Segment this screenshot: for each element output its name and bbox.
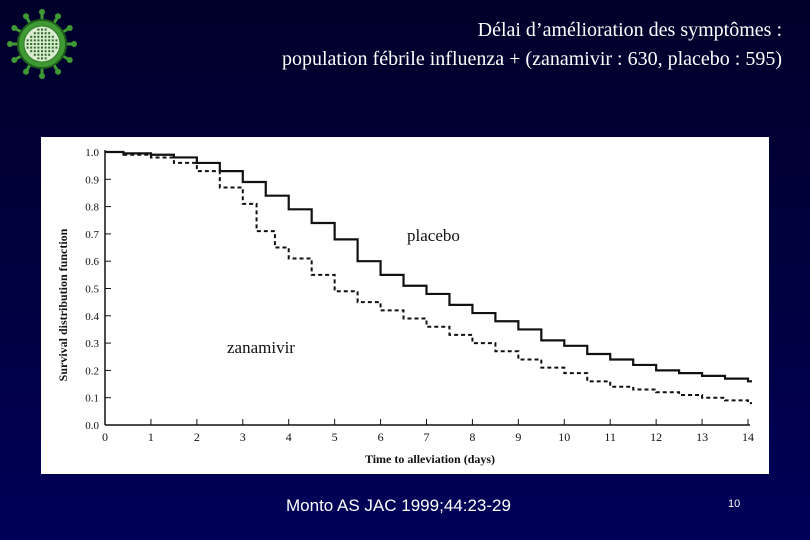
y-axis-label: Survival distribution function xyxy=(56,228,70,381)
virus-icon xyxy=(7,9,77,79)
annotation-placebo: placebo xyxy=(407,226,460,245)
y-tick-label: 0.4 xyxy=(85,311,99,323)
slide-number: 10 xyxy=(728,498,741,510)
y-tick-label: 0.2 xyxy=(85,365,99,377)
series-line-zanamivir xyxy=(105,151,752,405)
x-tick-label: 9 xyxy=(515,430,521,444)
x-tick-label: 14 xyxy=(742,430,754,444)
x-tick-label: 11 xyxy=(604,430,616,444)
x-tick-label: 6 xyxy=(378,430,384,444)
x-axis-label: Time to alleviation (days) xyxy=(365,452,495,466)
x-tick-label: 2 xyxy=(194,430,200,444)
y-tick-label: 1.0 xyxy=(85,147,99,159)
slide-title-line-1: Délai d’amélioration des symptômes : xyxy=(477,19,782,41)
x-tick-label: 4 xyxy=(286,430,292,444)
slide-title: Délai d’amélioration des symptômes : pop… xyxy=(142,16,782,74)
annotation-zanamivir: zanamivir xyxy=(227,338,295,357)
survival-chart-panel: Survival distribution function Time to a… xyxy=(41,137,769,474)
y-tick-label: 0.6 xyxy=(85,256,99,268)
survival-chart: Survival distribution function Time to a… xyxy=(56,147,754,466)
y-tick-label: 0.9 xyxy=(85,174,99,186)
x-tick-label: 1 xyxy=(148,430,154,444)
y-tick-label: 0.7 xyxy=(85,229,99,241)
x-tick-label: 8 xyxy=(469,430,475,444)
series-line-placebo xyxy=(105,150,752,383)
y-tick-label: 0.0 xyxy=(85,420,99,432)
x-tick-label: 13 xyxy=(696,430,708,444)
x-tick-label: 12 xyxy=(650,430,662,444)
x-tick-label: 0 xyxy=(102,430,108,444)
y-tick-label: 0.3 xyxy=(85,338,99,350)
y-tick-label: 0.8 xyxy=(85,202,99,214)
y-tick-label: 0.5 xyxy=(85,284,99,296)
x-tick-label: 3 xyxy=(240,430,246,444)
citation: Monto AS JAC 1999;44:23-29 xyxy=(286,496,511,515)
x-tick-label: 5 xyxy=(332,430,338,444)
x-tick-label: 10 xyxy=(558,430,570,444)
x-tick-label: 7 xyxy=(424,430,430,444)
y-tick-label: 0.1 xyxy=(85,393,99,405)
slide-title-line-2: population fébrile influenza + (zanamivi… xyxy=(282,48,782,70)
